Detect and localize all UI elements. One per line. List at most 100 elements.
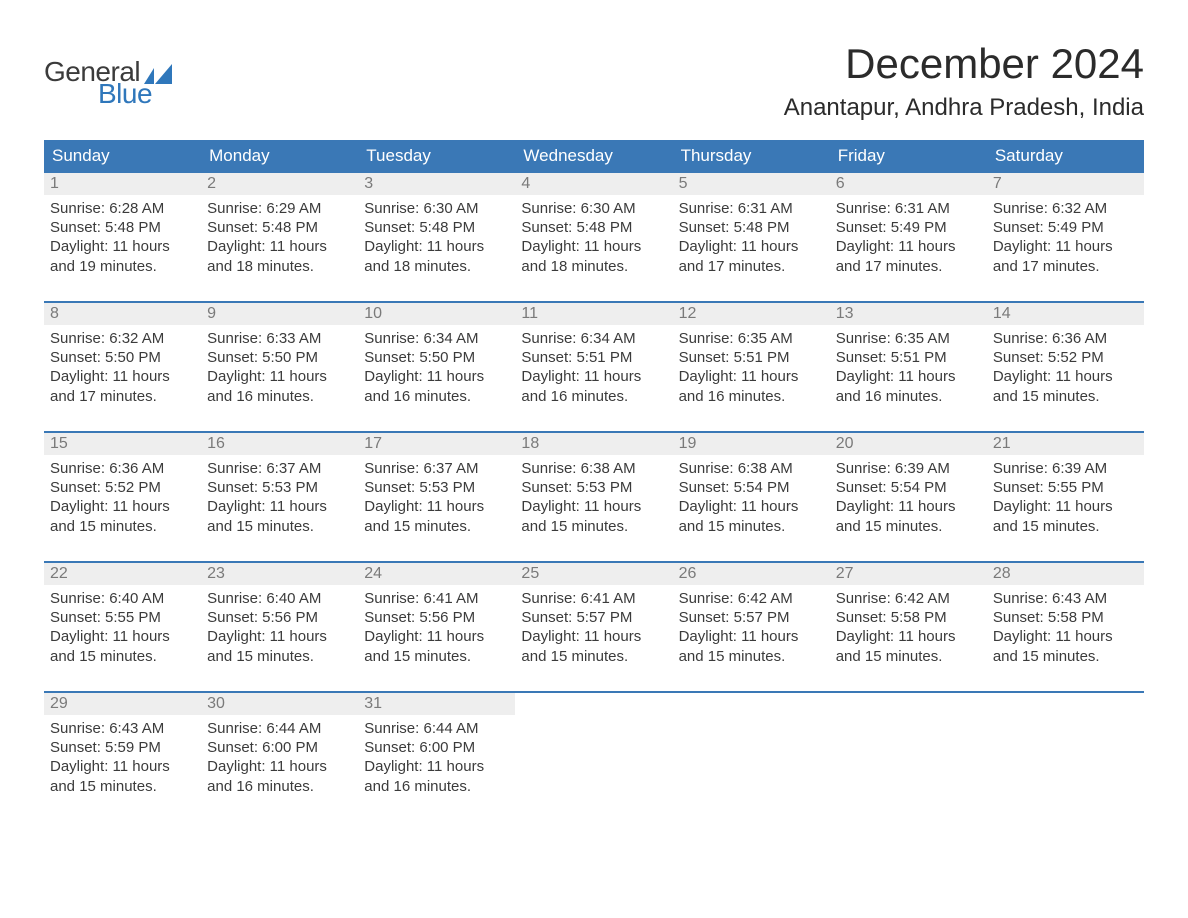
calendar-week: 15 Sunrise: 6:36 AMSunset: 5:52 PM Dayligh…	[44, 431, 1144, 561]
sunrise-line: Sunrise: 6:34 AM	[521, 329, 666, 348]
daylight-line-2: and 19 minutes.	[50, 257, 195, 276]
day-number: 28	[987, 563, 1144, 585]
calendar-day-cell: 20Sunrise: 6:39 AMSunset: 5:54 PMDayligh…	[830, 433, 987, 561]
daylight-line-2: and 15 minutes.	[679, 647, 824, 666]
day-details: Sunrise: 6:29 AMSunset: 5:48 PMDaylight:…	[201, 195, 358, 276]
daylight-line-2: and 15 minutes.	[364, 517, 509, 536]
calendar-day-cell: 12Sunrise: 6:35 AMSunset: 5:51 PMDayligh…	[673, 303, 830, 431]
day-details: Sunrise: 6:35 AMSunset: 5:51 PMDaylight:…	[830, 325, 987, 406]
calendar-day-cell: 6Sunrise: 6:31 AMSunset: 5:49 PMDaylight…	[830, 173, 987, 301]
sunset-line: Sunset: 6:00 PM	[207, 738, 352, 757]
daylight-line-2: and 15 minutes.	[836, 647, 981, 666]
daylight-line-1: Daylight: 11 hours	[207, 497, 352, 516]
sunrise-line: Sunrise: 6:36 AM	[50, 459, 195, 478]
day-details: Sunrise: 6:42 AMSunset: 5:57 PMDaylight:…	[673, 585, 830, 666]
daylight-line-1: Daylight: 11 hours	[521, 497, 666, 516]
calendar-day-cell: 29Sunrise: 6:43 AMSunset: 5:59 PMDayligh…	[44, 693, 201, 821]
sunset-line: Sunset: 5:49 PM	[993, 218, 1138, 237]
daylight-line-2: and 15 minutes.	[50, 777, 195, 796]
day-number: 23	[201, 563, 358, 585]
sunrise-line: Sunrise: 6:34 AM	[364, 329, 509, 348]
daylight-line-2: and 15 minutes.	[207, 647, 352, 666]
day-number: 26	[673, 563, 830, 585]
daylight-line-1: Daylight: 11 hours	[50, 237, 195, 256]
day-number: 27	[830, 563, 987, 585]
calendar-day-cell: 14Sunrise: 6:36 AMSunset: 5:52 PMDayligh…	[987, 303, 1144, 431]
sunset-line: Sunset: 5:50 PM	[50, 348, 195, 367]
calendar-day-cell: 26Sunrise: 6:42 AMSunset: 5:57 PMDayligh…	[673, 563, 830, 691]
daylight-line-2: and 15 minutes.	[993, 387, 1138, 406]
daylight-line-1: Daylight: 11 hours	[364, 497, 509, 516]
logo-text-blue: Blue	[98, 80, 172, 108]
day-number: 12	[673, 303, 830, 325]
daylight-line-1: Daylight: 11 hours	[836, 497, 981, 516]
sunset-line: Sunset: 5:50 PM	[207, 348, 352, 367]
sunrise-line: Sunrise: 6:37 AM	[207, 459, 352, 478]
sunrise-line: Sunrise: 6:42 AM	[679, 589, 824, 608]
daylight-line-1: Daylight: 11 hours	[207, 757, 352, 776]
daylight-line-1: Daylight: 11 hours	[521, 237, 666, 256]
calendar-day-cell: 8Sunrise: 6:32 AMSunset: 5:50 PMDaylight…	[44, 303, 201, 431]
sunset-line: Sunset: 5:52 PM	[50, 478, 195, 497]
day-details: Sunrise: 6:38 AMSunset: 5:54 PMDaylight:…	[673, 455, 830, 536]
sunset-line: Sunset: 5:56 PM	[207, 608, 352, 627]
daylight-line-2: and 15 minutes.	[521, 517, 666, 536]
calendar-day-cell: 21Sunrise: 6:39 AMSunset: 5:55 PMDayligh…	[987, 433, 1144, 561]
sunrise-line: Sunrise: 6:33 AM	[207, 329, 352, 348]
calendar-day-cell: 19Sunrise: 6:38 AMSunset: 5:54 PMDayligh…	[673, 433, 830, 561]
day-number: 11	[515, 303, 672, 325]
title-block: December 2024 Anantapur, Andhra Pradesh,…	[784, 40, 1144, 122]
day-number: 24	[358, 563, 515, 585]
day-number: 8	[44, 303, 201, 325]
sunset-line: Sunset: 5:53 PM	[521, 478, 666, 497]
sunset-line: Sunset: 5:53 PM	[207, 478, 352, 497]
day-number: 15	[44, 433, 201, 455]
daylight-line-2: and 16 minutes.	[207, 777, 352, 796]
calendar-day-cell: 15Sunrise: 6:36 AMSunset: 5:52 PMDayligh…	[44, 433, 201, 561]
sunrise-line: Sunrise: 6:31 AM	[679, 199, 824, 218]
weekday-header: Wednesday	[515, 140, 672, 173]
daylight-line-2: and 16 minutes.	[521, 387, 666, 406]
day-number: 16	[201, 433, 358, 455]
calendar-day-cell: 13Sunrise: 6:35 AMSunset: 5:51 PMDayligh…	[830, 303, 987, 431]
day-details: Sunrise: 6:34 AMSunset: 5:51 PMDaylight:…	[515, 325, 672, 406]
day-details: Sunrise: 6:43 AMSunset: 5:59 PMDaylight:…	[44, 715, 201, 796]
day-details: Sunrise: 6:43 AMSunset: 5:58 PMDaylight:…	[987, 585, 1144, 666]
day-number: 4	[515, 173, 672, 195]
daylight-line-2: and 15 minutes.	[50, 647, 195, 666]
sunset-line: Sunset: 5:49 PM	[836, 218, 981, 237]
day-number: 2	[201, 173, 358, 195]
calendar-day-cell: 31Sunrise: 6:44 AMSunset: 6:00 PMDayligh…	[358, 693, 515, 821]
brand-logo: General Blue	[44, 40, 172, 108]
daylight-line-1: Daylight: 11 hours	[679, 237, 824, 256]
sunrise-line: Sunrise: 6:41 AM	[364, 589, 509, 608]
daylight-line-1: Daylight: 11 hours	[207, 627, 352, 646]
daylight-line-2: and 16 minutes.	[679, 387, 824, 406]
calendar-day-cell: 25Sunrise: 6:41 AMSunset: 5:57 PMDayligh…	[515, 563, 672, 691]
sunrise-line: Sunrise: 6:29 AM	[207, 199, 352, 218]
day-number: 19	[673, 433, 830, 455]
sunset-line: Sunset: 5:51 PM	[679, 348, 824, 367]
day-details: Sunrise: 6:39 AMSunset: 5:55 PMDaylight:…	[987, 455, 1144, 536]
sunrise-line: Sunrise: 6:44 AM	[207, 719, 352, 738]
daylight-line-2: and 15 minutes.	[993, 517, 1138, 536]
calendar-day-cell: 5Sunrise: 6:31 AMSunset: 5:48 PMDaylight…	[673, 173, 830, 301]
month-title: December 2024	[784, 40, 1144, 88]
day-number: 31	[358, 693, 515, 715]
daylight-line-1: Daylight: 11 hours	[993, 627, 1138, 646]
calendar-day-cell: 1Sunrise: 6:28 AMSunset: 5:48 PMDaylight…	[44, 173, 201, 301]
sunset-line: Sunset: 5:57 PM	[521, 608, 666, 627]
daylight-line-2: and 15 minutes.	[836, 517, 981, 536]
sunrise-line: Sunrise: 6:31 AM	[836, 199, 981, 218]
day-details: Sunrise: 6:40 AMSunset: 5:55 PMDaylight:…	[44, 585, 201, 666]
day-number: 7	[987, 173, 1144, 195]
daylight-line-2: and 17 minutes.	[993, 257, 1138, 276]
calendar-day-cell	[830, 693, 987, 821]
daylight-line-2: and 16 minutes.	[836, 387, 981, 406]
daylight-line-1: Daylight: 11 hours	[521, 627, 666, 646]
daylight-line-1: Daylight: 11 hours	[50, 757, 195, 776]
sunset-line: Sunset: 5:51 PM	[521, 348, 666, 367]
sunrise-line: Sunrise: 6:32 AM	[993, 199, 1138, 218]
sunrise-line: Sunrise: 6:37 AM	[364, 459, 509, 478]
day-number: 18	[515, 433, 672, 455]
